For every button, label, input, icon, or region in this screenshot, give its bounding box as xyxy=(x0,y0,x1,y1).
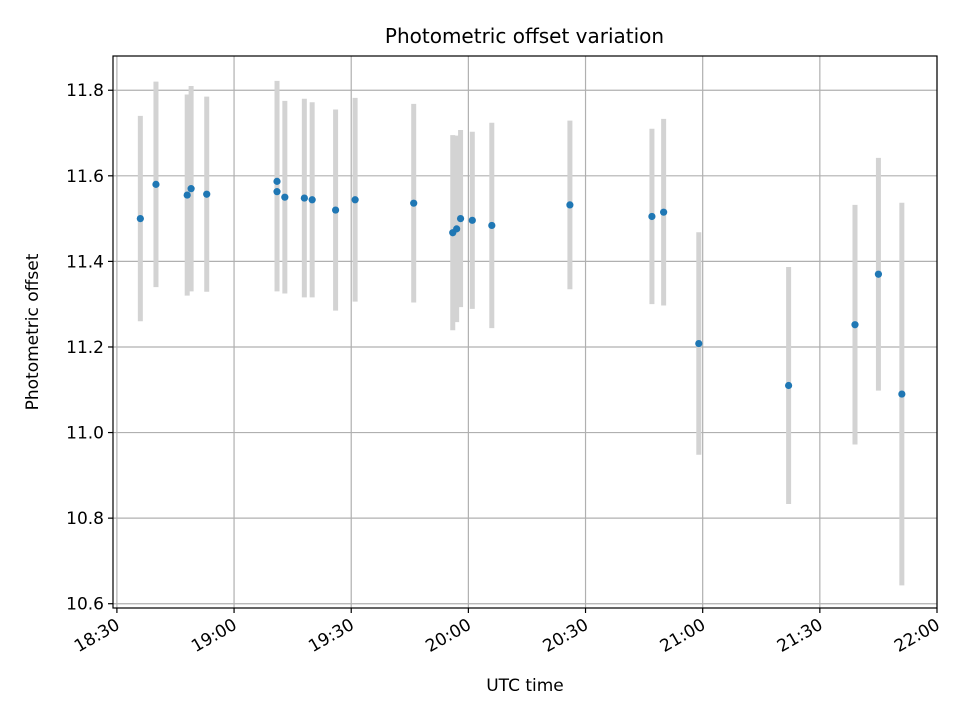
y-tick-label: 10.6 xyxy=(66,595,104,615)
data-point xyxy=(456,215,465,223)
data-point xyxy=(785,381,793,390)
data-point xyxy=(695,339,703,348)
data-point xyxy=(273,188,281,196)
y-tick-label: 11.4 xyxy=(66,252,104,272)
data-point xyxy=(566,201,574,209)
y-axis-ticks: 10.6 10.8 11.0 11.2 11.4 11.6 11.8 xyxy=(66,81,113,615)
data-point xyxy=(898,390,906,398)
grid xyxy=(113,56,938,608)
data-point xyxy=(187,185,195,193)
data-point xyxy=(851,321,859,329)
data-point xyxy=(453,225,461,233)
y-tick-label: 11.6 xyxy=(66,167,104,187)
data-point xyxy=(331,206,340,214)
data-point xyxy=(300,194,308,202)
y-axis-label: Photometric offset xyxy=(23,253,43,410)
data-points xyxy=(136,177,906,398)
y-tick-label: 11.0 xyxy=(66,424,104,444)
chart-title: Photometric offset variation xyxy=(385,24,664,48)
data-point xyxy=(281,193,289,201)
data-point xyxy=(351,196,359,204)
y-tick-label: 11.8 xyxy=(66,81,104,101)
data-point xyxy=(488,221,496,230)
y-tick-label: 11.2 xyxy=(66,338,104,358)
data-point xyxy=(152,180,160,188)
data-point xyxy=(136,215,144,223)
data-point xyxy=(183,191,191,199)
data-point xyxy=(410,199,418,207)
data-point xyxy=(203,190,211,198)
data-point xyxy=(468,216,476,224)
data-point xyxy=(874,270,883,278)
y-tick-label: 10.8 xyxy=(66,509,104,529)
data-point xyxy=(273,177,281,185)
data-point xyxy=(648,212,656,221)
x-axis-label: UTC time xyxy=(486,676,564,696)
data-point xyxy=(660,208,668,216)
plot-frame xyxy=(112,55,938,609)
data-point xyxy=(308,196,316,204)
